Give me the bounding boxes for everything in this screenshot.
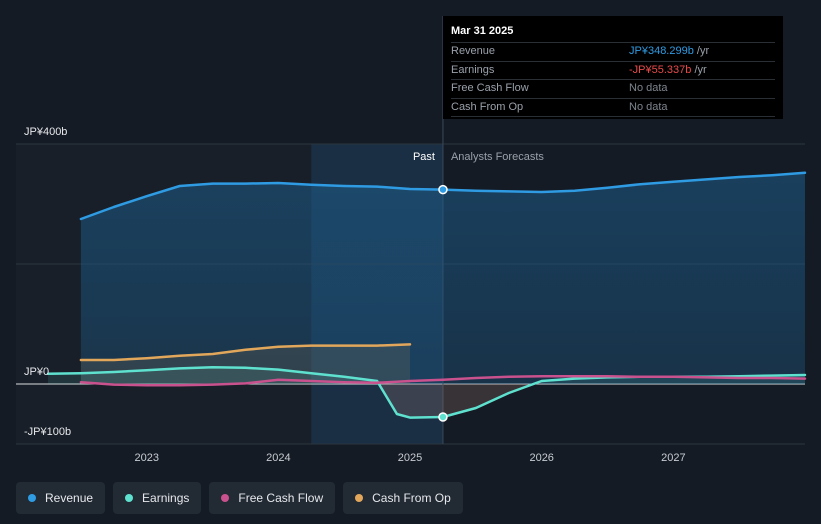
forecast-label: Analysts Forecasts [451,151,544,163]
legend-dot-icon [221,494,230,502]
tooltip-row-revenue: Revenue JP¥348.299b /yr [451,42,775,61]
hover-tooltip: Mar 31 2025 Revenue JP¥348.299b /yr Earnin… [443,16,783,119]
legend-item-free-cash-flow[interactable]: Free Cash Flow [209,482,336,514]
legend-item-revenue[interactable]: Revenue [16,482,106,514]
past-label: Past [413,151,435,163]
tooltip-row-value: No data [629,100,668,113]
y-tick-label-2: -JP¥100b [24,426,71,438]
tooltip-row-label: Cash From Op [451,100,524,113]
tooltip-row-value: No data [629,82,668,94]
free-cash-flow-line [79,374,807,387]
legend-dot-icon [28,494,36,502]
tooltip-row-free-cash-flow: Free Cash Flow No data [451,79,775,98]
tooltip-row-value: JP¥348.299b /yr [629,45,710,57]
legend-label: Revenue [45,491,94,505]
earnings-area [48,367,805,418]
tooltip-date: Mar 31 2025 [451,25,514,37]
tooltip-row-label: Earnings [451,63,495,76]
x-tick-label-2027: 2027 [661,452,685,464]
cash-from-op-line [79,343,412,362]
earnings-highlight-point [438,412,448,422]
x-tick-label-2023: 2023 [134,452,158,464]
revenue-area [80,172,805,384]
tooltip-row-cash-from-op: Cash From Op No data [451,97,775,117]
legend-label: Earnings [142,491,190,505]
tooltip-row-value: -JP¥55.337b /yr [629,63,707,76]
y-tick-label-0: JP¥400b [24,126,67,138]
x-tick-label-2024: 2024 [266,452,290,464]
tooltip-row-label: Revenue [451,45,496,57]
legend-label: Free Cash Flow [238,491,324,505]
y-tick-label-1: JP¥0 [24,366,49,378]
chart-legend: Revenue Earnings Free Cash Flow Cash From O… [16,482,463,514]
legend-label: Cash From Op [372,491,451,505]
tooltip-row-label: Free Cash Flow [451,82,529,94]
legend-item-cash-from-op[interactable]: Cash From Op [343,482,463,514]
earnings-negative-area [377,381,542,418]
x-tick-label-2026: 2026 [529,452,553,464]
revenue-highlight-point [438,184,448,195]
x-tick-label-2025: 2025 [398,452,422,464]
legend-item-earnings[interactable]: Earnings [113,482,202,514]
tooltip-row-earnings: Earnings -JP¥55.337b /yr [451,60,775,80]
legend-dot-icon [355,494,364,502]
legend-dot-icon [125,494,134,502]
